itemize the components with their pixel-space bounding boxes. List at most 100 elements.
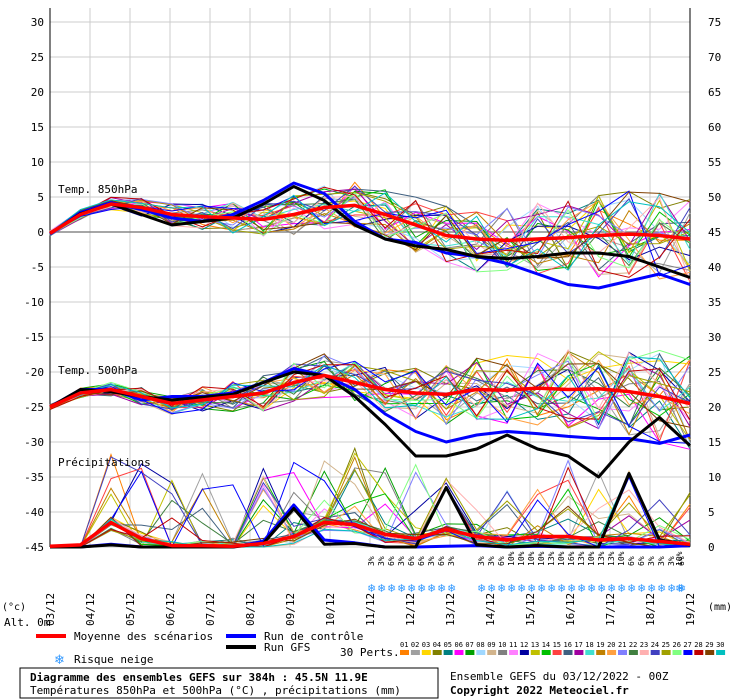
- snowflake-icon: ❄: [657, 582, 666, 595]
- pert-color-swatch: [541, 650, 551, 655]
- pert-color-swatch: [498, 650, 508, 655]
- left-tick-label: 0: [37, 226, 44, 239]
- snowflake-icon: ❄: [387, 582, 396, 595]
- snowflake-icon: ❄: [617, 582, 626, 595]
- snowflake-icon: ❄: [54, 653, 65, 668]
- left-tick-label: 10: [31, 156, 44, 169]
- snowflake-icon: ❄: [627, 582, 636, 595]
- snowflake-icon: ❄: [447, 582, 456, 595]
- pert-color-swatch: [410, 650, 420, 655]
- pert-number: 15: [553, 641, 561, 649]
- snow-risk-percent: 6%: [627, 556, 636, 566]
- pert-number: 03: [422, 641, 430, 649]
- pert-number: 18: [585, 641, 593, 649]
- legend-snow-label: Risque neige: [74, 653, 153, 666]
- pert-color-swatch: [454, 650, 464, 655]
- pert-number: 01: [400, 641, 408, 649]
- left-tick-label: 25: [31, 51, 44, 64]
- snowflake-icon: ❄: [407, 582, 416, 595]
- series-control-t850: [49, 181, 691, 290]
- snowflake-icon: ❄: [517, 582, 526, 595]
- snowflake-icon: ❄: [507, 582, 516, 595]
- x-date-label: 14/12: [484, 593, 497, 626]
- x-date-label: 07/12: [204, 593, 217, 626]
- pert-color-swatch: [672, 650, 682, 655]
- snowflake-icon: ❄: [647, 582, 656, 595]
- snow-risk-row: 3% ❄ 3% ❄ 6% ❄ 3% ❄ 6% ❄ 6% ❄ 3% ❄ 6% ❄ 3% ❄ 3% ❄ 3% ❄ 6% ❄ 10% ❄…: [367, 551, 686, 595]
- right-tick-label: 65: [708, 86, 721, 99]
- right-tick-label: 0: [708, 541, 715, 554]
- snowflake-icon: ❄: [597, 582, 606, 595]
- right-tick-label: 35: [708, 296, 721, 309]
- pert-color-swatch: [552, 650, 562, 655]
- snow-risk-percent: 10%: [507, 551, 516, 566]
- x-date-label: 18/12: [644, 593, 657, 626]
- pert-color-swatch: [465, 650, 475, 655]
- pert-color-swatch: [476, 650, 486, 655]
- snowflake-icon: ❄: [607, 582, 616, 595]
- snow-risk-percent: 10%: [537, 551, 546, 566]
- x-date-label: 12/12: [404, 593, 417, 626]
- legend-label-gfs: Run GFS: [264, 641, 310, 654]
- snow-risk-percent: 13%: [607, 551, 616, 566]
- series-mean-t500: [49, 373, 691, 409]
- pert-number: 06: [455, 641, 463, 649]
- left-tick-label: 20: [31, 86, 44, 99]
- pert-color-swatch: [607, 650, 617, 655]
- label-temp-500: Temp. 500hPa: [58, 364, 137, 377]
- pert-color-swatch: [585, 650, 595, 655]
- pert-color-swatch: [563, 650, 573, 655]
- pert-number: 14: [542, 641, 550, 649]
- pert-color-swatch: [519, 650, 529, 655]
- pert-number: 23: [640, 641, 648, 649]
- snowflake-icon: ❄: [637, 582, 646, 595]
- pert-color-swatch: [650, 650, 660, 655]
- snowflake-icon: ❄: [587, 582, 596, 595]
- right-axis-unit: (mm): [708, 602, 732, 613]
- series-gfs-precip: [50, 472, 691, 549]
- pert-number: 27: [683, 641, 691, 649]
- snow-risk-percent: 10%: [527, 551, 536, 566]
- pert-number: 02: [411, 641, 419, 649]
- snow-risk-percent: 10%: [587, 551, 596, 566]
- x-axis-dates: 03/12 04/12 05/12 06/12 07/12 08/12 09/12 10/12…: [44, 593, 697, 626]
- pert-number: 26: [673, 641, 681, 649]
- left-tick-label: -35: [24, 471, 44, 484]
- ensemble-member-t850: [49, 190, 691, 277]
- pert-number: 25: [662, 641, 670, 649]
- pert-number: 20: [607, 641, 615, 649]
- footer-title: Diagramme des ensembles GEFS sur 384h : …: [30, 671, 368, 684]
- snow-risk-percent: 6%: [437, 556, 446, 566]
- pert-color-swatch: [683, 650, 693, 655]
- pert-color-swatch: [574, 650, 584, 655]
- snow-risk-percent: 3%: [447, 556, 456, 566]
- pert-number: 11: [509, 641, 517, 649]
- series-gfs-t850: [49, 185, 691, 279]
- snow-risk-percent: 6%: [677, 556, 686, 566]
- snow-risk-percent: 3%: [647, 556, 656, 566]
- snowflake-icon: ❄: [497, 582, 506, 595]
- right-tick-label: 30: [708, 331, 721, 344]
- series-mean-precip: [49, 520, 691, 549]
- pert-number: 16: [564, 641, 572, 649]
- snowflake-icon: ❄: [437, 582, 446, 595]
- snowflake-icon: ❄: [577, 582, 586, 595]
- pert-number: 09: [487, 641, 495, 649]
- run-info: Ensemble GEFS du 03/12/2022 - 00Z: [450, 670, 669, 683]
- left-tick-label: -40: [24, 506, 44, 519]
- right-tick-label: 5: [708, 506, 715, 519]
- footer-title-box: [19, 667, 439, 699]
- pert-color-swatch: [400, 650, 409, 655]
- snowflake-icon: ❄: [667, 582, 676, 595]
- snowflake-icon: ❄: [547, 582, 556, 595]
- x-date-label: 15/12: [524, 593, 537, 626]
- left-tick-label: 5: [37, 191, 44, 204]
- left-tick-label: 15: [31, 121, 44, 134]
- left-tick-label: -25: [24, 401, 44, 414]
- snow-risk-percent: 10%: [517, 551, 526, 566]
- ensemble-member-t850: [49, 199, 691, 265]
- snow-risk-percent: 6%: [417, 556, 426, 566]
- snowflake-icon: ❄: [675, 582, 684, 595]
- snow-risk-percent: 13%: [597, 551, 606, 566]
- left-tick-label: -45: [24, 541, 44, 554]
